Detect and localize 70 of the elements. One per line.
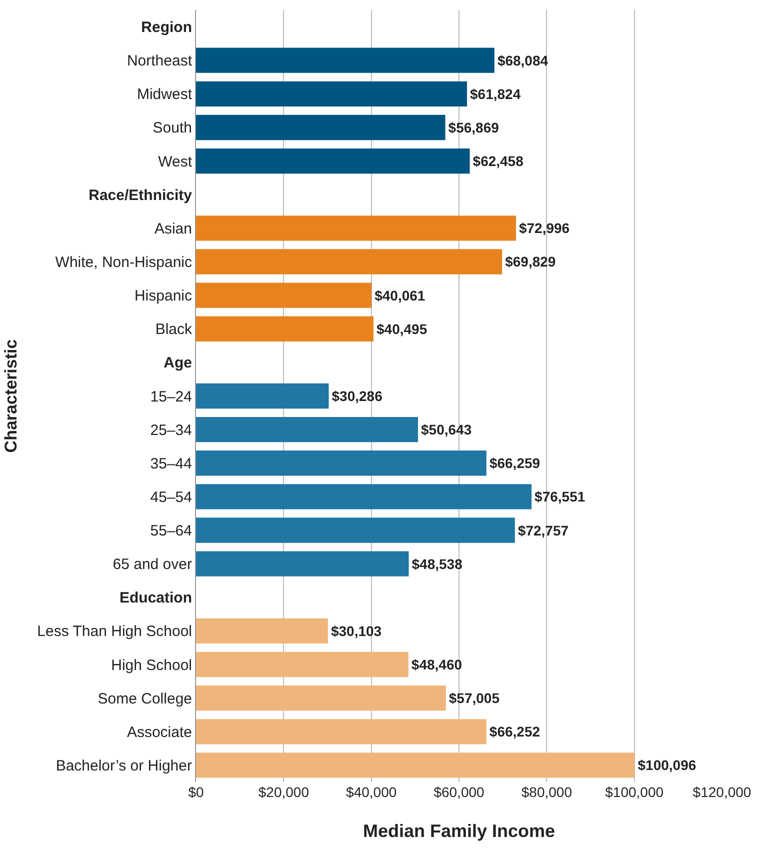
bar [196, 282, 372, 308]
data-label: $76,551 [534, 488, 586, 505]
y-tick-label: White, Non-Hispanic [55, 254, 192, 271]
data-label: $48,538 [412, 556, 463, 572]
y-tick-label: 35–44 [150, 455, 192, 472]
data-label: $56,869 [448, 119, 500, 136]
y-tick-label: 65 and over [112, 556, 192, 574]
bar [196, 450, 486, 476]
x-tick-label: $120,000 [692, 784, 752, 800]
bar [196, 316, 374, 342]
bar [196, 383, 329, 409]
bar [196, 719, 486, 744]
y-tick-label: Region [141, 19, 192, 36]
bar [196, 752, 635, 778]
y-tick-label: Asian [154, 220, 192, 238]
data-label: $72,757 [518, 522, 569, 538]
x-tick-label: $100,000 [605, 784, 664, 800]
x-tick-label: $40,000 [346, 784, 397, 800]
bar [196, 114, 446, 140]
data-label: $66,259 [489, 455, 540, 472]
data-label: $50,643 [420, 422, 472, 438]
y-tick-label: Some College [98, 690, 192, 708]
y-tick-label: Northeast [126, 52, 193, 70]
y-tick-label: 25–34 [150, 422, 192, 439]
bar [196, 551, 409, 576]
y-tick-label: Bachelor’s or Higher [56, 757, 192, 774]
y-tick-label: Black [155, 321, 192, 338]
y-axis-title: Characteristic [2, 339, 21, 453]
bar [196, 484, 532, 510]
data-label: $30,286 [332, 388, 383, 404]
y-tick-label: Race/Ethnicity [88, 186, 193, 204]
y-tick-label: Midwest [136, 86, 193, 104]
y-tick-label: Hispanic [134, 288, 192, 305]
bar [196, 652, 408, 678]
data-label: $48,460 [411, 656, 462, 673]
data-label: $62,458 [472, 153, 524, 170]
x-tick-label: $60,000 [434, 784, 485, 800]
y-tick-label: 15–24 [150, 388, 192, 406]
data-label: $40,061 [374, 287, 426, 304]
data-label: $40,495 [376, 320, 428, 337]
bar [196, 686, 446, 711]
y-tick-label: Less Than High School [37, 623, 192, 640]
y-tick-label: 55–64 [150, 522, 192, 540]
data-label: $68,084 [497, 52, 548, 68]
y-tick-label: South [152, 120, 192, 137]
y-tick-label: High School [111, 656, 192, 674]
data-label: $66,252 [489, 724, 540, 740]
bar [196, 518, 515, 543]
data-label: $72,996 [518, 220, 570, 236]
data-label: $30,103 [330, 622, 382, 639]
x-tick-label: $0 [188, 784, 204, 800]
data-label: $100,096 [638, 757, 696, 774]
data-label: $57,005 [448, 690, 500, 706]
y-tick-label: 45–54 [150, 488, 192, 506]
x-axis-title: Median Family Income [362, 821, 556, 842]
data-label: $61,824 [470, 86, 521, 102]
y-tick-label: Education [119, 590, 192, 607]
data-label: $69,829 [505, 254, 556, 270]
y-tick-label: Associate [126, 724, 192, 741]
bar [196, 249, 502, 274]
bar [196, 81, 467, 106]
x-tick-label: $20,000 [258, 784, 310, 800]
bar [196, 618, 328, 644]
y-tick-label: West [158, 153, 193, 170]
bar [196, 148, 470, 174]
y-tick-label: Age [164, 354, 192, 372]
bar [196, 416, 418, 442]
bar [196, 48, 494, 73]
bar [196, 216, 516, 241]
x-tick-label: $80,000 [521, 784, 572, 800]
